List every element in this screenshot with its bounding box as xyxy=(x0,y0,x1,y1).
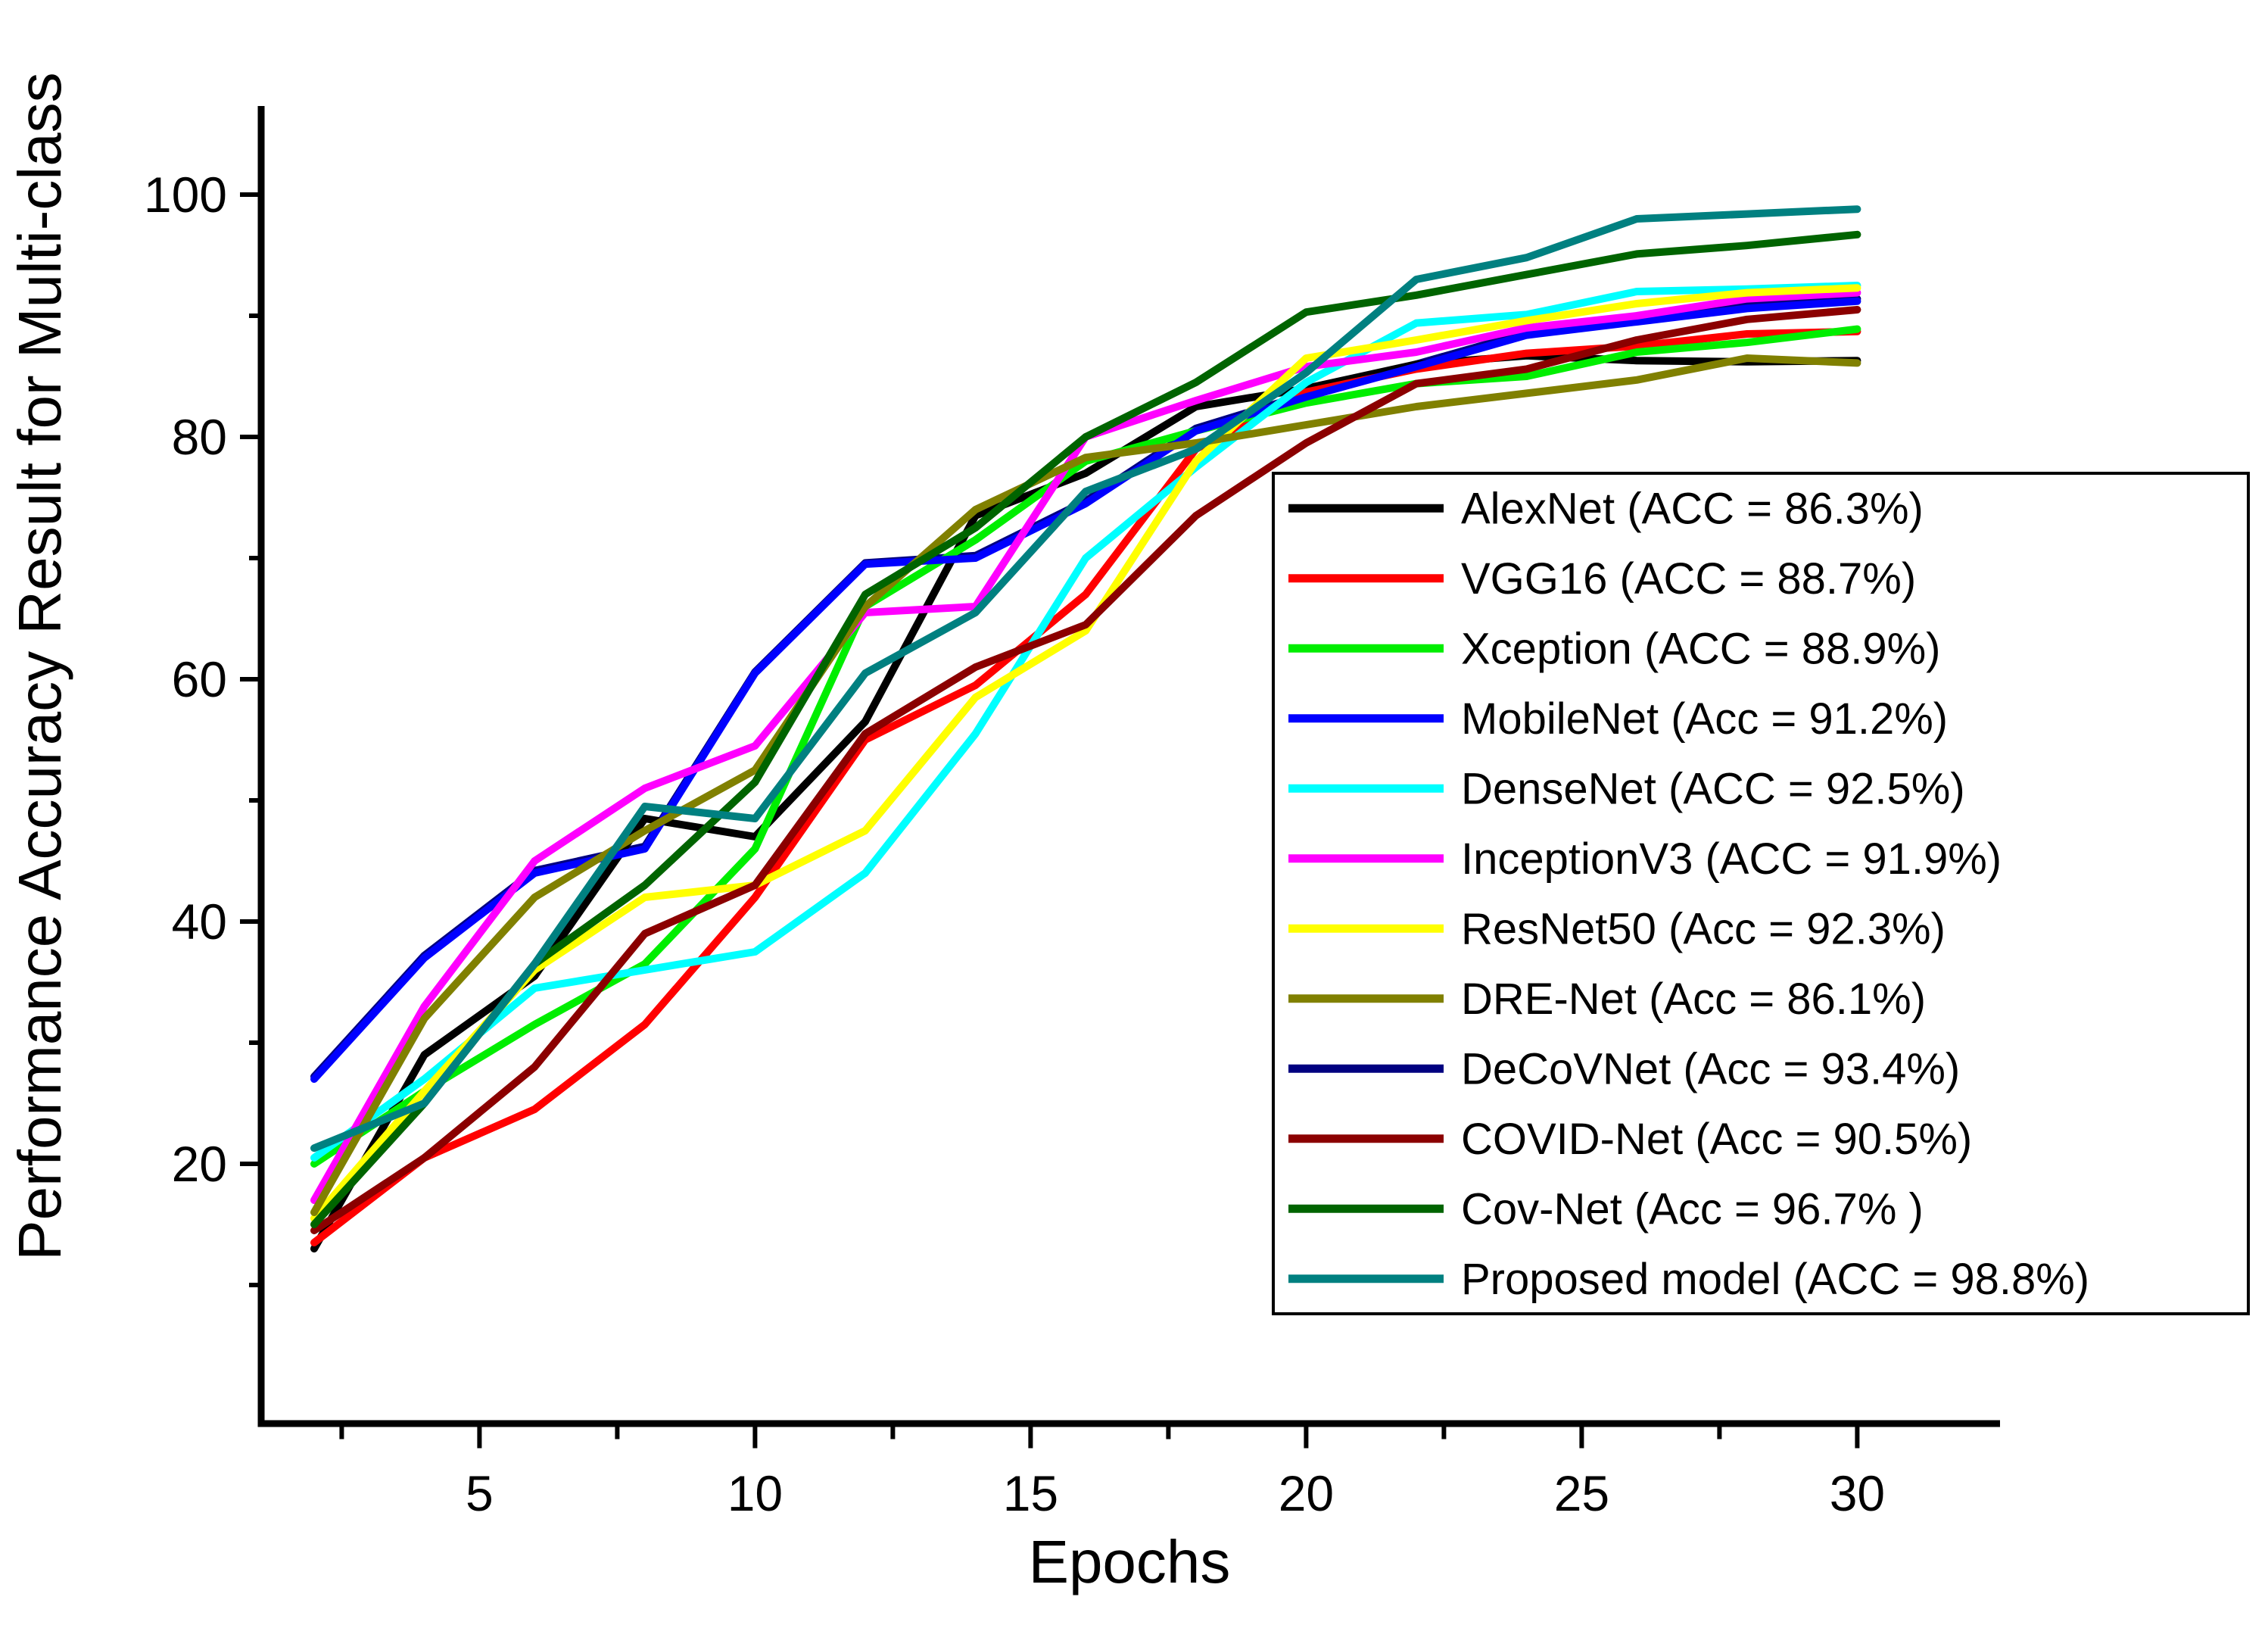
legend-label: InceptionV3 (ACC = 91.9%) xyxy=(1461,834,2002,884)
series-line-resnet50 xyxy=(310,284,1861,1222)
y-axis-title: Performance Accuracy Result for Multi-cl… xyxy=(6,72,73,1260)
legend-entry-proposed-model: Proposed model (ACC = 98.8%) xyxy=(1288,1255,2089,1304)
legend-label: Xception (ACC = 88.9%) xyxy=(1461,624,1940,673)
y-tick-label: 100 xyxy=(144,167,227,223)
legend-label: DRE-Net (Acc = 86.1%) xyxy=(1461,975,1926,1024)
legend-entry-mobilenet: MobileNet (Acc = 91.2%) xyxy=(1288,694,1948,744)
x-tick-label: 30 xyxy=(1830,1465,1885,1521)
legend-label: COVID-Net (Acc = 90.5%) xyxy=(1461,1115,1972,1164)
legend-entry-densenet: DenseNet (ACC = 92.5%) xyxy=(1288,764,1965,813)
tick-labels: 20 40 60 80 100 5 10 15 20 25 30 xyxy=(144,167,1885,1521)
legend-entry-cov-net: Cov-Net (Acc = 96.7% ) xyxy=(1288,1184,1924,1234)
x-tick-label: 25 xyxy=(1554,1465,1609,1521)
y-tick-label: 20 xyxy=(172,1136,227,1192)
x-tick-label: 20 xyxy=(1279,1465,1334,1521)
series-line-mobilenet xyxy=(310,297,1861,1083)
legend-label: DeCoVNet (Acc = 93.4%) xyxy=(1461,1044,1960,1093)
series-line-proposed-model xyxy=(310,205,1861,1152)
x-axis-title: Epochs xyxy=(1029,1528,1231,1595)
series-lines xyxy=(310,205,1861,1252)
legend-label: Cov-Net (Acc = 96.7% ) xyxy=(1461,1184,1924,1234)
legend-entry-resnet50: ResNet50 (Acc = 92.3%) xyxy=(1288,904,1946,953)
y-tick-label: 40 xyxy=(172,894,227,950)
series-line-cov-net xyxy=(310,230,1861,1228)
legend-entry-covid-net: COVID-Net (Acc = 90.5%) xyxy=(1288,1115,1972,1164)
x-tick-label: 10 xyxy=(727,1465,783,1521)
legend-frame xyxy=(1272,472,2250,1315)
legend-box: AlexNet (ACC = 86.3%) VGG16 (ACC = 88.7%)… xyxy=(1272,472,2250,1315)
legend-entry-dre-net: DRE-Net (Acc = 86.1%) xyxy=(1288,975,1926,1024)
x-tick-label: 15 xyxy=(1003,1465,1058,1521)
y-tick-label: 60 xyxy=(172,651,227,707)
legend-label: ResNet50 (Acc = 92.3%) xyxy=(1461,904,1946,953)
legend-label: MobileNet (Acc = 91.2%) xyxy=(1461,694,1948,744)
series-line-dre-net xyxy=(310,354,1861,1216)
axes xyxy=(240,106,2000,1449)
legend-entry-alexnet: AlexNet (ACC = 86.3%) xyxy=(1288,484,1924,533)
series-line-densenet xyxy=(310,282,1861,1162)
legend-entry-xception: Xception (ACC = 88.9%) xyxy=(1288,624,1940,673)
legend-label: DenseNet (ACC = 92.5%) xyxy=(1461,764,1965,813)
legend-entry-inceptionv3: InceptionV3 (ACC = 91.9%) xyxy=(1288,834,2002,884)
legend-label: Proposed model (ACC = 98.8%) xyxy=(1461,1255,2089,1304)
series-line-covid-net xyxy=(310,306,1861,1234)
x-tick-label: 5 xyxy=(466,1465,494,1521)
legend-label: VGG16 (ACC = 88.7%) xyxy=(1461,554,1916,604)
legend-label: AlexNet (ACC = 86.3%) xyxy=(1461,484,1924,533)
legend-entry-vgg16: VGG16 (ACC = 88.7%) xyxy=(1288,554,1916,604)
legend-entry-decovnet: DeCoVNet (Acc = 93.4%) xyxy=(1288,1044,1960,1093)
y-tick-label: 80 xyxy=(172,409,227,465)
